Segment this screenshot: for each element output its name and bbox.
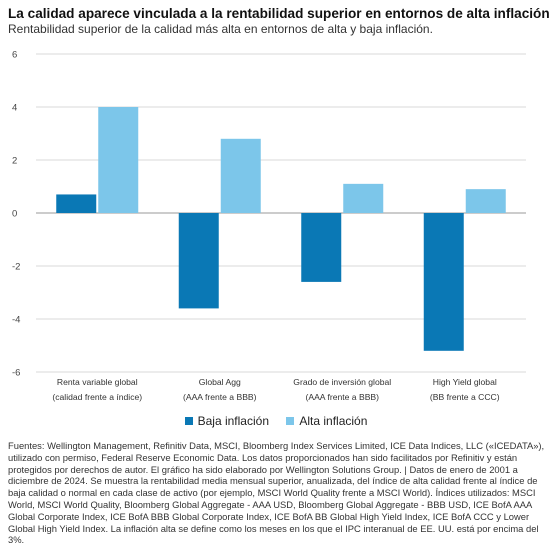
- x-category-label: High Yield global: [433, 377, 497, 387]
- y-tick-label: -2: [12, 262, 20, 273]
- bar-baja-inflacion: [301, 213, 342, 282]
- legend-item-alta: Alta inflación: [286, 414, 367, 428]
- x-category-sublabel: (BB frente a CCC): [430, 392, 500, 402]
- bars: [56, 107, 506, 351]
- y-tick-label: 6: [12, 50, 17, 61]
- legend-label-alta: Alta inflación: [299, 414, 368, 428]
- x-category-label: Global Agg: [199, 377, 241, 387]
- bar-alta-inflacion: [465, 189, 506, 213]
- legend-item-baja: Baja inflación: [184, 414, 269, 428]
- x-category-sublabel: (AAA frente a BBB): [183, 392, 257, 402]
- legend-swatch-alta: [286, 417, 295, 425]
- bar-alta-inflacion: [220, 138, 261, 213]
- x-category-sublabel: (AAA frente a BBB): [305, 392, 379, 402]
- y-tick-label: 2: [12, 156, 17, 167]
- bar-baja-inflacion: [56, 194, 97, 213]
- y-tick-label: 4: [12, 103, 17, 114]
- legend-label-baja: Baja inflación: [197, 414, 269, 428]
- bar-alta-inflacion: [98, 107, 139, 213]
- legend-swatch-baja: [184, 417, 193, 425]
- legend: Baja inflación Alta inflación: [0, 414, 552, 428]
- y-tick-label: -4: [12, 315, 20, 326]
- bar-chart: -6 -4 -2 0 2 4 6 Renta variable global (calidad …: [12, 50, 526, 403]
- bar-baja-inflacion: [423, 213, 464, 351]
- x-category-sublabel: (calidad frente a índice): [52, 392, 142, 402]
- chart-title: La calidad aparece vinculada a la rentab…: [8, 6, 552, 21]
- y-tick-label: -6: [12, 368, 20, 379]
- bar-alta-inflacion: [343, 183, 384, 213]
- x-category-label: Grado de inversión global: [293, 377, 391, 387]
- x-category-label: Renta variable global: [57, 377, 138, 387]
- footnote: Fuentes: Wellington Management, Refiniti…: [8, 440, 545, 546]
- axes: -6 -4 -2 0 2 4 6 Renta variable global (calidad …: [12, 50, 500, 403]
- y-tick-label: 0: [12, 209, 17, 220]
- bar-baja-inflacion: [178, 213, 219, 309]
- chart-subtitle: Rentabilidad superior de la calidad más …: [8, 22, 433, 36]
